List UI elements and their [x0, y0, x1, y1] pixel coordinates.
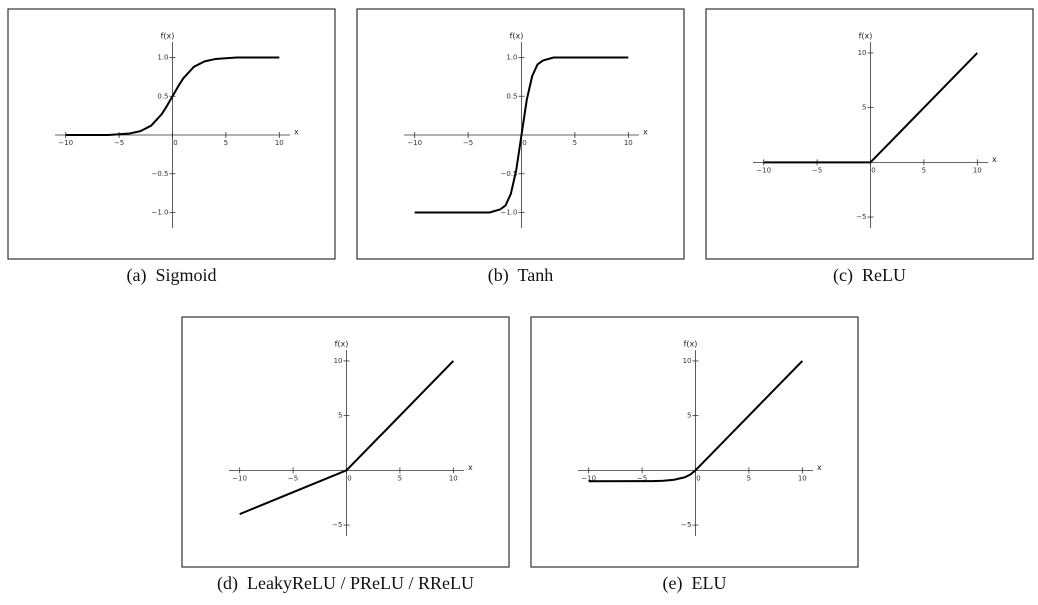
y-tick-label: 0.5	[157, 92, 168, 100]
subplot: −10 −5 0 5 10 −5 5 10 x f(x) (c) ReLU	[705, 8, 1034, 286]
x-tick-label: −10	[407, 139, 422, 147]
x-tick-label: 10	[449, 474, 458, 482]
x-tick-label: 5	[747, 474, 751, 482]
x-tick-label: 5	[224, 139, 228, 147]
x-tick-label: 10	[624, 139, 633, 147]
y-tick-label: 10	[334, 357, 343, 365]
x-tick-label: 5	[922, 166, 926, 174]
subplot: −10 −5 0 5 10 −5 5 10 x f(x) (d) LeakyReLU / PReLU…	[181, 316, 510, 594]
panel-frame	[7, 8, 336, 260]
x-tick-label: −10	[581, 474, 596, 482]
panel-frame	[181, 316, 510, 568]
y-tick-label: 1.0	[157, 54, 168, 62]
y-tick-label: −5	[856, 213, 866, 221]
x-axis-label: x	[643, 128, 648, 137]
curve	[763, 52, 979, 164]
x-axis-label: x	[817, 463, 822, 472]
y-tick-label: −5	[681, 521, 691, 529]
x-tick-label: −10	[58, 139, 73, 147]
y-tick-label: 5	[862, 104, 866, 112]
y-tick-label: −1.0	[152, 209, 169, 217]
x-tick-label: 0	[871, 166, 875, 174]
caption: (e) ELU	[663, 573, 727, 594]
y-tick-label: −0.5	[152, 170, 169, 178]
subplot: −10 −5 0 5 10 −1.0 −0.5 0.5 1.0 x f(x) (a) Sigmoid	[7, 8, 336, 286]
x-tick-label: 0	[696, 474, 700, 482]
x-tick-label: 0	[347, 474, 351, 482]
x-tick-label: −5	[463, 139, 473, 147]
curve	[239, 360, 455, 516]
x-tick-label: 0	[522, 139, 526, 147]
caption: (d) LeakyReLU / PReLU / RReLU	[217, 573, 474, 594]
x-tick-label: −10	[756, 166, 771, 174]
y-axis-label: f(x)	[335, 340, 349, 349]
panel-frame	[530, 316, 859, 568]
x-tick-label: −5	[114, 139, 124, 147]
y-tick-label: 1.0	[506, 54, 517, 62]
x-tick-label: 5	[573, 139, 577, 147]
y-axis-label: f(x)	[161, 32, 175, 41]
panel-frame	[356, 8, 685, 260]
y-tick-label: 5	[338, 412, 342, 420]
curve	[414, 56, 629, 214]
x-tick-label: 5	[398, 474, 402, 482]
y-tick-label: 10	[683, 357, 692, 365]
x-tick-label: 10	[275, 139, 284, 147]
x-tick-label: 10	[798, 474, 807, 482]
curve	[588, 360, 804, 483]
x-tick-label: 10	[973, 166, 982, 174]
x-tick-label: −10	[232, 474, 247, 482]
y-tick-label: −1.0	[501, 209, 518, 217]
caption: (b) Tanh	[488, 265, 553, 286]
x-tick-label: −5	[637, 474, 647, 482]
y-tick-label: 5	[687, 412, 691, 420]
caption: (a) Sigmoid	[127, 265, 217, 286]
y-axis-label: f(x)	[684, 340, 698, 349]
x-tick-label: −5	[812, 166, 822, 174]
subplot: −10 −5 0 5 10 −1.0 −0.5 0.5 1.0 x f(x) (b) Tanh	[356, 8, 685, 286]
y-tick-label: 0.5	[506, 92, 517, 100]
x-axis-label: x	[468, 463, 473, 472]
y-tick-label: −0.5	[501, 170, 518, 178]
caption: (c) ReLU	[833, 265, 906, 286]
y-tick-label: 10	[858, 49, 867, 57]
panel-frame	[705, 8, 1034, 260]
y-axis-label: f(x)	[859, 32, 873, 41]
curve	[65, 56, 280, 136]
x-tick-label: 0	[173, 139, 177, 147]
x-axis-label: x	[992, 155, 997, 164]
x-axis-label: x	[294, 128, 299, 137]
y-tick-label: −5	[332, 521, 342, 529]
x-tick-label: −5	[288, 474, 298, 482]
subplot: −10 −5 0 5 10 −5 5 10 x f(x) (e) ELU	[530, 316, 859, 594]
y-axis-label: f(x)	[510, 32, 524, 41]
